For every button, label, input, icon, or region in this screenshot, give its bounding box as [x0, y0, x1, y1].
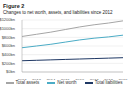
svg-text:2015: 2015 — [61, 78, 71, 80]
html-text:Total assets: Total assets — [15, 80, 40, 85]
svg-text:2012: 2012 — [18, 78, 28, 80]
svg-text:$0bn: $0bn — [8, 69, 15, 74]
svg-text:$1000bn: $1000bn — [8, 26, 15, 31]
svg-text:$800bn: $800bn — [8, 35, 15, 40]
svg-text:2019: 2019 — [119, 78, 120, 80]
html-text:Changes to net worth, assets,: Changes to net worth, assets, and liabil… — [3, 10, 113, 15]
svg-text:2014: 2014 — [46, 78, 56, 80]
html-text:Net worth: Net worth — [57, 80, 77, 85]
svg-text:2017: 2017 — [90, 78, 100, 80]
html-text:Total liabilities: Total liabilities — [94, 80, 123, 85]
html-text:Figure 2: Figure 2 — [3, 3, 25, 9]
svg-text:$400bn: $400bn — [8, 52, 15, 57]
svg-text:2013: 2013 — [32, 78, 42, 80]
svg-text:$200bn: $200bn — [8, 61, 15, 66]
svg-text:2016: 2016 — [75, 78, 85, 80]
svg-text:$1200bn: $1200bn — [8, 17, 15, 22]
svg-text:2018: 2018 — [104, 78, 114, 80]
svg-text:$600bn: $600bn — [8, 43, 15, 48]
